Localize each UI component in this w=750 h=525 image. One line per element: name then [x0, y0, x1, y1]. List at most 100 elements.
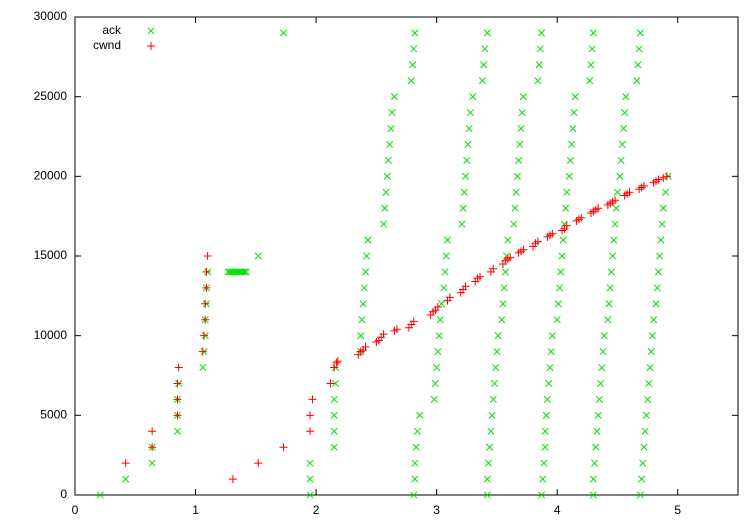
point — [487, 427, 495, 435]
point — [381, 204, 389, 212]
point — [411, 459, 419, 467]
point — [330, 363, 339, 372]
point — [486, 443, 494, 451]
point — [594, 411, 602, 419]
point — [469, 93, 477, 101]
point — [228, 475, 237, 484]
point — [484, 459, 493, 467]
legend-label: cwnd — [93, 38, 121, 52]
point — [559, 236, 567, 244]
point — [409, 317, 418, 326]
point — [380, 220, 388, 228]
point — [541, 443, 549, 451]
point — [199, 363, 207, 372]
point — [656, 252, 664, 260]
point — [635, 45, 643, 53]
point — [516, 140, 524, 149]
point — [586, 77, 594, 85]
point — [436, 316, 444, 324]
point — [566, 156, 574, 164]
point — [592, 443, 600, 451]
y-tick-label: 15000 — [34, 248, 68, 262]
plot-frame — [74, 16, 739, 496]
point — [545, 379, 553, 388]
point — [458, 220, 466, 228]
point — [657, 236, 665, 244]
point — [513, 172, 521, 180]
point — [358, 316, 366, 324]
point — [500, 284, 508, 292]
point — [607, 268, 615, 276]
x-tick-label: 3 — [433, 503, 440, 517]
x-tick-label: 1 — [192, 503, 199, 517]
point — [517, 124, 525, 133]
point — [557, 268, 565, 276]
point — [308, 395, 317, 404]
point — [619, 124, 628, 133]
point — [441, 268, 449, 276]
point — [201, 299, 210, 308]
point — [494, 332, 502, 340]
point — [570, 109, 578, 117]
point — [330, 427, 338, 435]
point — [173, 427, 182, 435]
point — [625, 188, 634, 197]
point — [595, 395, 603, 403]
legend-marker — [147, 42, 155, 50]
point — [653, 284, 661, 292]
point — [533, 237, 542, 246]
point — [382, 188, 390, 196]
point — [435, 332, 443, 340]
point — [641, 427, 649, 435]
point — [306, 459, 314, 467]
point — [408, 61, 417, 69]
point — [646, 363, 654, 372]
point — [361, 342, 370, 351]
point — [488, 411, 496, 419]
point — [331, 379, 339, 388]
y-tick-label: 5000 — [40, 408, 67, 422]
point — [490, 379, 499, 388]
point — [539, 475, 547, 483]
point — [621, 109, 629, 117]
point — [502, 252, 511, 260]
point — [411, 29, 419, 37]
point — [489, 264, 498, 273]
point — [589, 29, 597, 37]
point — [650, 316, 658, 324]
point — [593, 427, 601, 435]
point — [386, 140, 394, 149]
point — [437, 300, 446, 308]
point — [493, 348, 501, 356]
point — [433, 363, 441, 372]
point — [198, 347, 207, 356]
point — [547, 348, 555, 356]
point — [540, 459, 548, 467]
point — [330, 395, 338, 403]
point — [279, 443, 288, 452]
point — [617, 156, 625, 164]
point — [173, 379, 182, 388]
point — [306, 427, 315, 436]
point — [466, 109, 474, 117]
point — [388, 109, 396, 117]
point — [434, 348, 442, 356]
point — [330, 411, 338, 419]
point — [332, 358, 341, 367]
point — [588, 45, 596, 53]
point — [594, 204, 603, 213]
point — [654, 175, 663, 184]
x-tick-label: 4 — [554, 503, 561, 517]
point — [410, 45, 418, 53]
point — [459, 204, 467, 212]
point — [612, 204, 620, 212]
point — [658, 220, 666, 228]
point — [364, 236, 372, 244]
point — [306, 475, 314, 483]
point — [433, 302, 442, 311]
point — [407, 77, 415, 85]
point — [548, 229, 557, 238]
point — [659, 173, 668, 182]
point — [173, 395, 182, 404]
